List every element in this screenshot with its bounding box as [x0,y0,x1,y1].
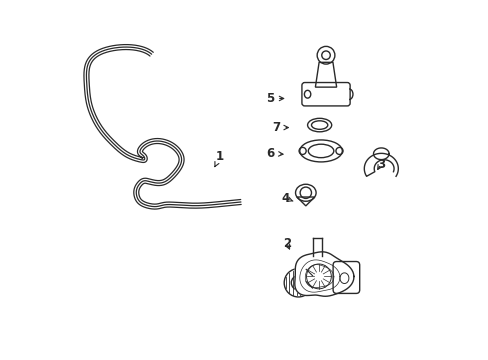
Text: 7: 7 [272,121,288,134]
Text: 1: 1 [214,150,224,167]
Text: 5: 5 [265,92,283,105]
Polygon shape [364,153,398,176]
Text: 3: 3 [376,158,384,171]
Text: 6: 6 [266,147,283,160]
Text: 4: 4 [281,192,292,205]
Text: 2: 2 [283,237,290,250]
Polygon shape [373,148,388,159]
Polygon shape [294,252,353,296]
